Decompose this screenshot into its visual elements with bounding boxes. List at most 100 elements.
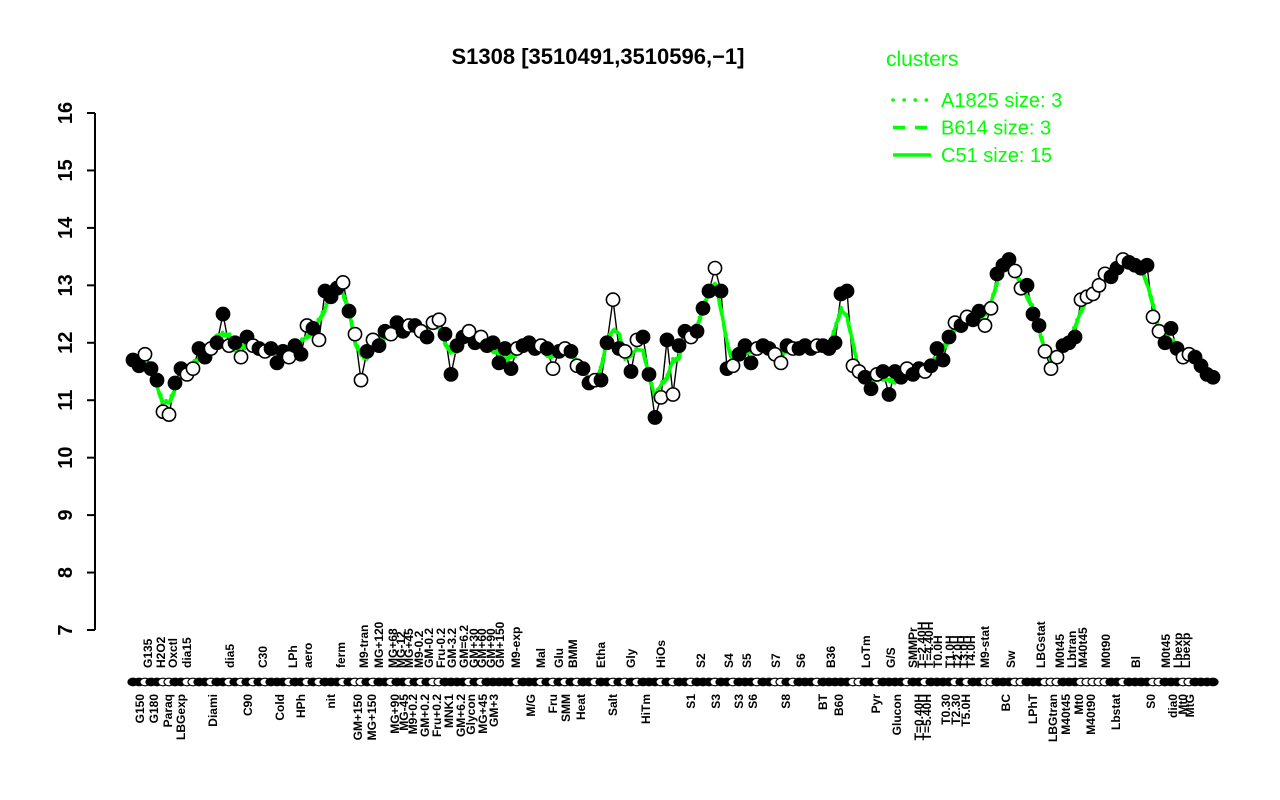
x-axis-label-bottom: Glucon [890, 694, 904, 735]
x-axis-label-top: GM+30 [467, 628, 481, 668]
x-axis-label-top: Lbexp [1171, 633, 1185, 668]
x-axis-label-top: Mal [534, 648, 548, 668]
x-axis-label-top: M9-0.2 [412, 630, 426, 668]
data-point-open [545, 361, 561, 377]
y-axis-tick-label: 14 [55, 216, 77, 239]
x-axis-label-top: M9-tran [357, 625, 371, 668]
data-point-filled [623, 364, 639, 379]
data-point-filled [575, 361, 591, 377]
data-point-filled [491, 355, 507, 371]
data-point-open [707, 260, 723, 276]
x-axis-label-bottom: Cold [273, 694, 287, 721]
data-point-filled [1157, 335, 1173, 351]
x-axis-label-top: ferm [334, 642, 348, 668]
x-axis-label-bottom: Mt0 [1176, 694, 1190, 715]
data-point-open [1037, 343, 1053, 359]
data-point-filled [935, 352, 951, 368]
data-point-filled [341, 303, 357, 319]
x-axis-label-top: MG-12 [394, 631, 408, 668]
data-point-filled [437, 326, 453, 342]
legend-item-label: A1825 size: 3 [941, 90, 1062, 112]
x-axis-label-bottom: GM+0.2 [418, 694, 432, 737]
x-axis-label-top: M0t45 [1053, 634, 1067, 668]
data-point-open [617, 343, 633, 359]
data-point-filled [971, 303, 987, 319]
x-axis-label-bottom: M/G [524, 694, 538, 717]
x-axis-label-bottom: M40t90 [1084, 694, 1098, 735]
data-point-filled [1025, 306, 1041, 322]
x-axis-label-top: T2.0H [951, 635, 965, 668]
x-axis-label-bottom: G150 [133, 694, 147, 724]
x-axis-label-top: Glu [552, 648, 566, 668]
x-axis-label-top: GM+150 [493, 621, 507, 668]
legend-item-dashed: B614 size: 3 [893, 118, 1051, 140]
x-axis-label-top: LBGstat [1034, 621, 1048, 668]
data-point-filled [269, 355, 285, 371]
y-axis: 7 8 9 10 11 12 13 14 15 16 [55, 102, 96, 636]
x-axis-label-bottom: T2.30 [949, 694, 963, 725]
cluster-line-dotted-A1825 [131, 258, 1215, 403]
cluster-line-solid-C51 [132, 260, 1214, 405]
x-axis-label-bottom: dia0 [1166, 694, 1180, 718]
x-axis-label-bottom: MNK1 [442, 694, 456, 728]
x-axis-label-bottom: Pyr [869, 694, 883, 714]
data-point-open [353, 372, 369, 388]
data-point-open [233, 349, 249, 365]
x-axis-label-bottom: GM+6.2 [454, 694, 468, 737]
x-axis-label-bottom: MG+90 [388, 694, 402, 734]
x-axis-label-top: SMMPr [906, 627, 920, 668]
x-axis-label-bottom: BT [816, 693, 830, 710]
x-axis-label-top: T=4.40H [922, 622, 936, 668]
x-axis-label-bottom: Diami [206, 694, 220, 727]
x-axis-label-bottom: LPhT [1026, 693, 1040, 724]
y-axis-tick-label: 8 [55, 567, 77, 578]
x-axis-label-bottom: MG+45 [476, 694, 490, 734]
x-axis-label-top: M0t90 [1099, 634, 1113, 668]
x-axis-label-top: H2O2 [154, 636, 168, 668]
data-point-open [977, 318, 993, 333]
x-axis-label-top: dia15 [180, 637, 194, 668]
x-axis-label-bottom: B60 [832, 694, 846, 716]
data-point-filled [827, 335, 843, 351]
x-axis-label-bottom: S6 [746, 694, 760, 709]
data-point-filled [641, 366, 657, 382]
x-axis-label-top: HiOs [654, 640, 668, 668]
data-point-filled [503, 361, 519, 377]
data-point-filled [1139, 257, 1155, 273]
data-point-filled [371, 338, 387, 354]
x-axis-label-top: T4.0H [964, 635, 978, 668]
x-axis-label-top: S2 [694, 653, 708, 668]
x-axis-label-bottom: HPh [294, 694, 308, 718]
data-point-filled [263, 341, 279, 356]
x-axis-label-bottom: MG-45 [397, 694, 411, 731]
data-point-filled [1001, 252, 1017, 267]
x-axis-label-bottom: Fru+0.2 [430, 694, 444, 737]
x-axis-label-bottom: nit [324, 694, 338, 709]
x-axis-label-bottom: BC [999, 694, 1013, 712]
x-axis-label-bottom: Salt [606, 694, 620, 716]
legend-item-label: B614 size: 3 [941, 118, 1051, 140]
data-point-filled [143, 361, 159, 377]
x-axis-label-top: Lbtran [1065, 631, 1079, 668]
data-point-filled [443, 366, 459, 382]
x-axis-label-top: Lbexp [1179, 633, 1193, 668]
x-axis-label-top: MG+120 [372, 621, 386, 668]
x-axis-label-top: S5 [740, 653, 754, 668]
x-axis-label-top: Oxctl [166, 638, 180, 668]
x-axis-label-bottom: S3 [709, 694, 723, 709]
data-point-filled [419, 329, 435, 345]
x-axis-label-bottom: LBGexp [174, 694, 188, 740]
data-point-filled [659, 332, 675, 348]
x-axis-label-top: Bl [1129, 656, 1143, 668]
data-point-open [161, 407, 177, 422]
data-point-filled [227, 335, 243, 351]
data-point-open [665, 387, 681, 402]
x-axis-label-bottom: T=5.40H [920, 694, 934, 740]
data-point-open [347, 326, 363, 342]
chart-title: S1308 [3510491,3510596,−1] [452, 44, 745, 69]
y-axis-tick-label: 12 [55, 332, 77, 354]
x-axis-sample-row [127, 677, 1219, 687]
data-point-filled [671, 338, 687, 354]
data-point-filled [293, 346, 309, 362]
